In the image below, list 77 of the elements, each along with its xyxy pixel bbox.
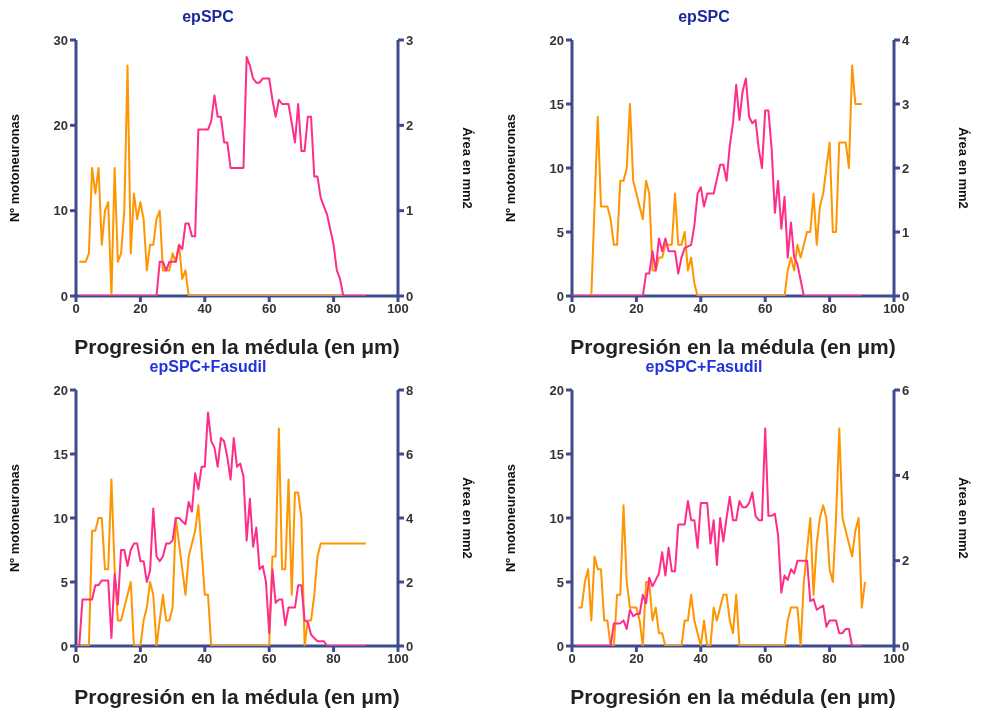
y2-tick-label: 4 xyxy=(406,510,414,526)
x-tick-label: 60 xyxy=(757,301,773,317)
x-tick-label: 20 xyxy=(133,301,148,317)
y2-axis-title: Área en mm2 xyxy=(460,127,476,209)
chart-title: epSPC xyxy=(181,8,235,27)
x-tick-label: 40 xyxy=(197,301,213,317)
y2-tick-label: 0 xyxy=(902,638,910,654)
y-tick-label: 30 xyxy=(53,32,68,48)
x-axis-title: Progresión en la médula (en μm) xyxy=(74,685,400,708)
y2-tick-label: 2 xyxy=(902,553,910,569)
y-tick-label: 15 xyxy=(53,446,68,462)
chart-title: epSPC xyxy=(677,8,731,27)
x-tick-label: 100 xyxy=(387,301,409,317)
x-tick-label: 40 xyxy=(197,651,213,667)
y2-tick-label: 2 xyxy=(902,160,910,176)
x-tick-label: 100 xyxy=(883,651,905,667)
y-tick-label: 20 xyxy=(53,382,68,398)
y-axis-title: Nº motoneuronas xyxy=(6,463,22,573)
x-tick-label: 60 xyxy=(261,301,277,317)
y2-tick-label: 3 xyxy=(902,96,910,112)
x-tick-label: 80 xyxy=(822,301,837,317)
y2-tick-label: 0 xyxy=(406,288,414,304)
y2-tick-label: 1 xyxy=(902,224,910,240)
y2-tick-label: 8 xyxy=(406,382,414,398)
y2-axis-title: Área en mm2 xyxy=(956,127,972,209)
y-tick-label: 10 xyxy=(53,510,68,526)
x-tick-label: 80 xyxy=(326,651,341,667)
y-tick-label: 0 xyxy=(60,288,68,304)
x-tick-label: 80 xyxy=(822,651,837,667)
y2-tick-label: 4 xyxy=(902,467,910,483)
y2-tick-label: 4 xyxy=(902,32,910,48)
y2-tick-label: 2 xyxy=(406,117,414,133)
x-tick-label: 100 xyxy=(387,651,409,667)
y-tick-label: 0 xyxy=(60,638,68,654)
chart-title: epSPC+Fasudil xyxy=(148,358,268,377)
y-tick-label: 20 xyxy=(549,32,564,48)
x-tick-label: 20 xyxy=(629,301,644,317)
y-tick-label: 15 xyxy=(549,446,564,462)
x-tick-label: 40 xyxy=(693,301,709,317)
y-tick-label: 5 xyxy=(60,574,68,590)
x-tick-label: 80 xyxy=(326,301,341,317)
y2-tick-label: 1 xyxy=(406,203,414,219)
y-tick-label: 20 xyxy=(53,117,68,133)
x-tick-label: 60 xyxy=(757,651,773,667)
y-axis-title: Nº motoneuronas xyxy=(502,113,518,223)
x-tick-label: 40 xyxy=(693,651,709,667)
y-tick-label: 5 xyxy=(556,574,564,590)
x-tick-label: 0 xyxy=(568,301,576,317)
y-tick-label: 10 xyxy=(53,203,68,219)
y2-tick-label: 3 xyxy=(406,32,414,48)
y-tick-label: 0 xyxy=(556,638,564,654)
y2-tick-label: 6 xyxy=(406,446,414,462)
x-tick-label: 60 xyxy=(261,651,277,667)
y2-axis-title: Área en mm2 xyxy=(956,477,972,559)
chart-title: epSPC+Fasudil xyxy=(644,358,764,377)
y-tick-label: 20 xyxy=(549,382,564,398)
x-axis-title: Progresión en la médula (en μm) xyxy=(570,335,896,358)
y-axis-title: Nº motoneuronas xyxy=(6,113,22,223)
x-tick-label: 20 xyxy=(629,651,644,667)
x-tick-label: 0 xyxy=(72,301,80,317)
y2-axis-title: Área en mm2 xyxy=(460,477,476,559)
y2-tick-label: 0 xyxy=(902,288,910,304)
y-tick-label: 5 xyxy=(556,224,564,240)
y-tick-label: 10 xyxy=(549,160,564,176)
x-axis-title: Progresión en la médula (en μm) xyxy=(570,685,896,708)
x-axis-title: Progresión en la médula (en μm) xyxy=(74,335,400,358)
y-tick-label: 15 xyxy=(549,96,564,112)
y2-tick-label: 2 xyxy=(406,574,414,590)
y2-tick-label: 6 xyxy=(902,382,910,398)
x-tick-label: 20 xyxy=(133,651,148,667)
y-tick-label: 0 xyxy=(556,288,564,304)
x-tick-label: 100 xyxy=(883,301,905,317)
y-tick-label: 10 xyxy=(549,510,564,526)
x-tick-label: 0 xyxy=(568,651,576,667)
x-tick-label: 0 xyxy=(72,651,80,667)
y2-tick-label: 0 xyxy=(406,638,414,654)
y-axis-title: Nº motoneuronas xyxy=(502,463,518,573)
